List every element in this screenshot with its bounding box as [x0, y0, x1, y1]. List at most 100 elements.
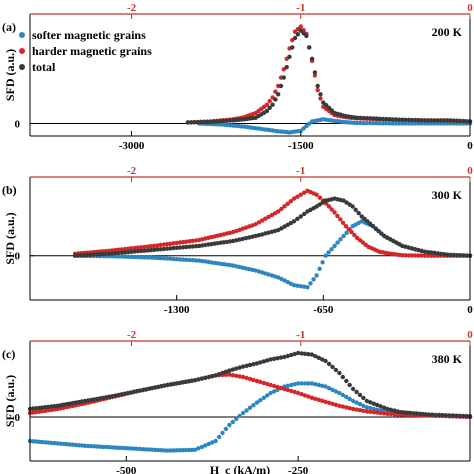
bottom-x-axis-label: H_c (kA/m)	[210, 463, 270, 474]
data-point-total	[321, 100, 326, 105]
data-point-total	[435, 251, 440, 256]
data-point-softer	[139, 255, 144, 260]
data-point-total	[387, 117, 392, 122]
data-point-softer	[333, 389, 339, 394]
data-point-total	[145, 248, 150, 253]
data-point-total	[461, 253, 466, 258]
data-point-total	[216, 372, 222, 377]
data-point-harder	[352, 232, 357, 238]
data-point-total	[354, 389, 359, 395]
data-point-total	[313, 354, 318, 359]
data-point-total	[381, 405, 387, 410]
data-point-harder	[381, 411, 387, 416]
data-point-total	[171, 245, 176, 251]
temperature-label: 200 K	[432, 25, 463, 39]
data-point-softer	[295, 381, 301, 386]
data-point-softer	[419, 121, 424, 126]
data-point-harder	[400, 253, 405, 258]
data-point-softer	[216, 434, 222, 440]
data-point-harder	[392, 412, 397, 417]
data-point-total	[265, 358, 270, 363]
data-point-total	[315, 83, 320, 89]
data-point-total	[129, 249, 134, 254]
data-point-harder	[318, 96, 323, 101]
top-tick-label: -1	[296, 165, 305, 177]
data-point-total	[461, 118, 466, 124]
data-point-total	[460, 413, 466, 419]
data-point-total	[406, 117, 411, 123]
data-point-harder	[425, 253, 431, 258]
data-point-total	[353, 207, 358, 212]
data-point-softer	[271, 389, 277, 394]
data-point-total	[425, 118, 431, 123]
data-point-total	[362, 216, 367, 221]
data-point-total	[356, 210, 361, 216]
data-point-total	[442, 252, 447, 257]
data-point-harder	[429, 253, 434, 258]
data-point-harder	[332, 210, 337, 215]
data-point-harder	[338, 217, 343, 222]
data-point-softer	[341, 233, 346, 239]
data-point-softer	[148, 255, 154, 260]
data-point-total	[464, 119, 469, 124]
data-point-total	[106, 251, 112, 256]
data-point-softer	[145, 255, 150, 260]
data-point-total	[184, 244, 189, 250]
data-point-total	[240, 236, 245, 242]
data-point-total	[113, 251, 118, 256]
data-point-harder	[333, 402, 339, 407]
data-point-softer	[161, 256, 166, 261]
data-point-harder	[289, 388, 294, 394]
data-point-harder	[403, 253, 408, 258]
data-point-harder	[388, 411, 394, 417]
data-point-total	[377, 116, 382, 122]
data-point-harder	[368, 409, 373, 414]
data-point-harder	[275, 384, 280, 390]
data-point-total	[413, 117, 418, 123]
data-point-softer	[289, 382, 294, 388]
data-point-softer	[305, 285, 310, 290]
data-point-harder	[259, 218, 265, 223]
data-point-softer	[368, 406, 373, 411]
data-point-harder	[422, 253, 428, 258]
data-point-harder	[271, 383, 277, 389]
data-point-harder	[416, 253, 421, 258]
data-point-harder	[314, 192, 319, 197]
data-point-total	[237, 365, 242, 370]
data-point-softer	[101, 444, 106, 450]
data-point-softer	[126, 254, 131, 259]
data-point-harder	[309, 395, 315, 400]
data-point-harder	[158, 242, 163, 248]
data-point-harder	[276, 209, 281, 214]
bottom-tick-label: 0	[467, 140, 473, 152]
data-point-softer	[113, 254, 118, 259]
data-point-total	[164, 246, 170, 251]
data-point-total	[187, 244, 192, 249]
data-point-softer	[122, 254, 128, 259]
data-point-total	[278, 355, 284, 360]
panel-2: -500 -250 -2 -1 0 0 (c) 380 K SFD (a.u.)	[2, 329, 473, 474]
data-point-harder	[285, 387, 290, 393]
data-point-softer	[177, 448, 182, 453]
data-point-harder	[171, 241, 176, 246]
data-point-harder	[279, 206, 284, 212]
data-point-total	[393, 117, 399, 122]
data-point-total	[422, 118, 428, 123]
y-axis-label: SFD (a.u.)	[3, 49, 17, 101]
data-point-softer	[374, 121, 379, 126]
series-total	[27, 350, 473, 419]
data-point-softer	[350, 398, 356, 404]
data-point-total	[371, 401, 376, 406]
data-point-harder	[288, 199, 293, 204]
data-point-total	[454, 118, 460, 124]
data-point-softer	[190, 258, 195, 263]
data-point-total	[298, 214, 303, 219]
data-point-total	[291, 219, 297, 224]
data-point-softer	[240, 265, 245, 270]
data-point-total	[302, 351, 308, 356]
data-point-total	[126, 249, 131, 255]
data-point-total	[295, 350, 301, 356]
data-point-softer	[422, 121, 428, 126]
data-point-softer	[361, 120, 366, 126]
